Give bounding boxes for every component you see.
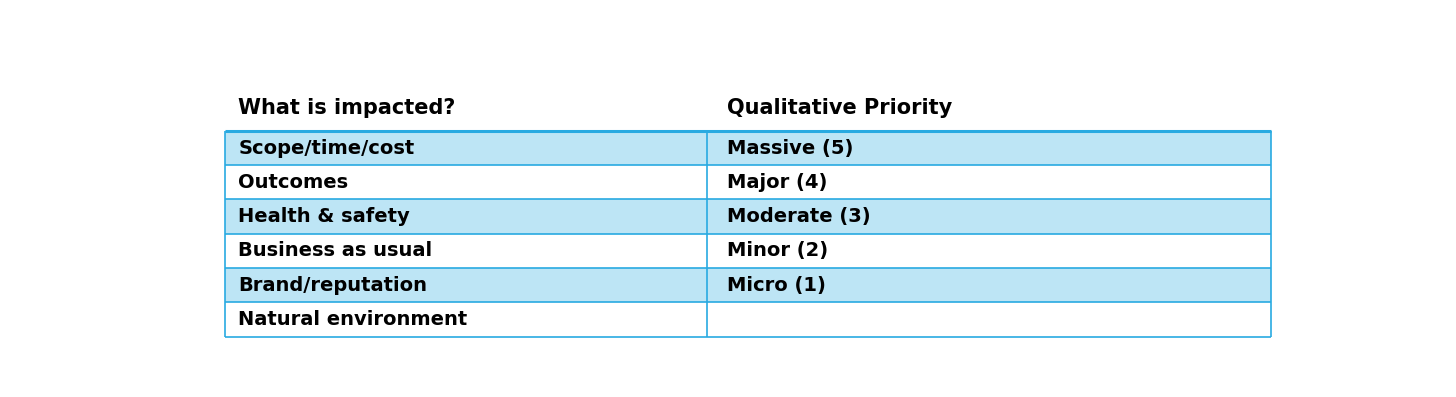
Text: Business as usual: Business as usual: [239, 241, 432, 260]
Bar: [224, 84, 1271, 131]
Text: Brand/reputation: Brand/reputation: [239, 276, 428, 295]
Bar: [224, 199, 1271, 234]
Text: Massive (5): Massive (5): [727, 139, 853, 158]
Text: Health & safety: Health & safety: [239, 207, 411, 226]
Text: Micro (1): Micro (1): [727, 276, 826, 295]
Text: Qualitative Priority: Qualitative Priority: [727, 98, 952, 118]
Text: Natural environment: Natural environment: [239, 310, 467, 329]
Bar: [224, 234, 1271, 268]
Text: Minor (2): Minor (2): [727, 241, 828, 260]
Text: Scope/time/cost: Scope/time/cost: [239, 139, 415, 158]
Text: What is impacted?: What is impacted?: [239, 98, 456, 118]
Text: Major (4): Major (4): [727, 173, 827, 192]
Text: Moderate (3): Moderate (3): [727, 207, 871, 226]
Bar: [224, 302, 1271, 337]
Bar: [224, 165, 1271, 199]
Bar: [224, 268, 1271, 302]
Bar: [224, 131, 1271, 165]
Text: Outcomes: Outcomes: [239, 173, 348, 192]
